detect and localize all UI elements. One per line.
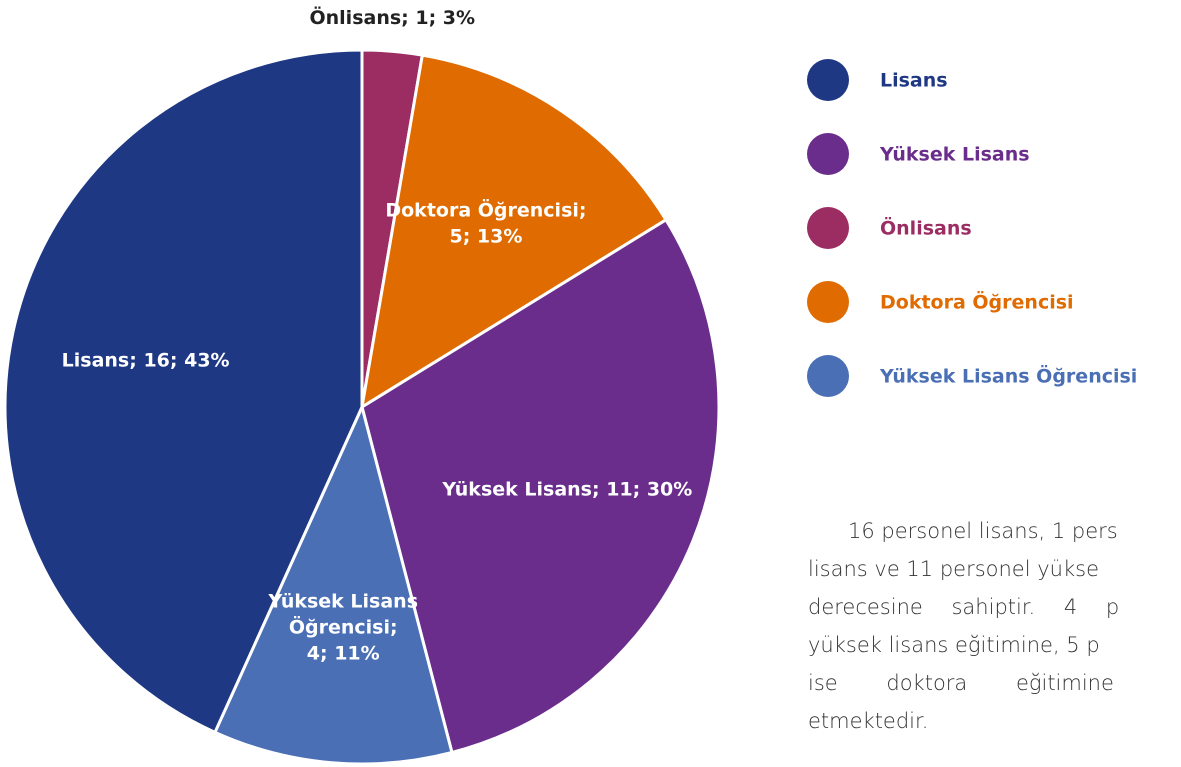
- legend-label: Önlisans: [880, 216, 972, 240]
- paragraph-line: yüksek lisans eğitimine, 5 p: [808, 633, 1100, 657]
- legend-label: Yüksek Lisans: [879, 144, 1030, 166]
- paragraph: 16 personel lisans, 1 pers lisans ve 11 p…: [808, 512, 1181, 740]
- legend-swatch: [807, 207, 849, 249]
- data-label-line: Doktora Öğrencisi;: [385, 197, 586, 221]
- data-label-line: 5; 13%: [449, 225, 522, 247]
- legend-label: Yüksek Lisans Öğrencisi: [879, 364, 1137, 388]
- data-label: Önlisans; 1; 3%: [309, 5, 475, 29]
- pie-slice: [359, 53, 669, 411]
- data-label-line: Önlisans; 1; 3%: [309, 5, 475, 29]
- data-label: Lisans; 16; 43%: [62, 349, 230, 371]
- data-label-line: Öğrencisi;: [289, 614, 398, 638]
- pie-slice: [212, 402, 454, 766]
- paragraph-line: derecesine sahiptir. 4 p: [808, 595, 1120, 619]
- legend-swatch: [807, 355, 849, 397]
- legend-swatch: [807, 133, 849, 175]
- paragraph-line: 16 personel lisans, 1 pers: [848, 519, 1118, 543]
- data-label-line: Lisans; 16; 43%: [62, 349, 230, 371]
- pie-slice: [360, 217, 721, 755]
- data-label-line: Yüksek Lisans; 11; 30%: [441, 478, 692, 500]
- legend-label: Doktora Öğrencisi: [880, 290, 1074, 314]
- paragraph-line: lisans ve 11 personel yükse: [808, 557, 1099, 581]
- legend-label: Lisans: [880, 70, 948, 92]
- data-label-line: Yüksek Lisans: [267, 590, 418, 612]
- paragraph-line: ise doktora eğitimine: [808, 671, 1114, 695]
- data-label: Yüksek Lisans; 11; 30%: [441, 478, 692, 500]
- data-label: Yüksek Lisans Öğrencisi; 4; 11%: [267, 590, 418, 664]
- legend-swatch: [807, 281, 849, 323]
- legend-swatch: [807, 59, 849, 101]
- paragraph-line: etmektedir.: [808, 709, 929, 733]
- pie-slice: [3, 48, 364, 735]
- data-label: Doktora Öğrencisi; 5; 13%: [385, 197, 586, 247]
- data-label-line: 4; 11%: [307, 642, 380, 664]
